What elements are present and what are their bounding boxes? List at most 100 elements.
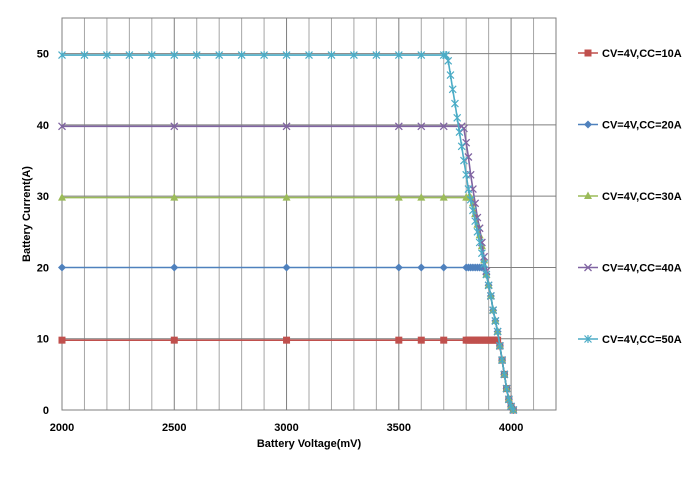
- y-tick-label: 40: [37, 120, 49, 132]
- data-point: [498, 356, 507, 365]
- data-point: [486, 291, 495, 300]
- data-point: [482, 270, 491, 279]
- legend-item: CV=4V,CC=30A: [578, 191, 682, 203]
- data-point: [502, 384, 511, 393]
- data-point: [439, 122, 448, 131]
- data-point: [494, 336, 502, 344]
- data-point: [147, 51, 156, 60]
- data-point: [584, 263, 592, 272]
- data-point: [260, 51, 269, 60]
- data-point: [215, 51, 224, 60]
- data-point: [584, 191, 592, 199]
- y-tick-label: 10: [37, 334, 49, 346]
- legend-label: CV=4V,CC=50A: [602, 334, 682, 346]
- data-point: [462, 170, 471, 179]
- data-point: [504, 395, 513, 404]
- data-point: [102, 51, 111, 60]
- data-point: [417, 122, 426, 131]
- data-point: [394, 122, 403, 131]
- data-point: [451, 99, 459, 108]
- legend-label: CV=4V,CC=40A: [602, 263, 682, 275]
- x-axis-label: Battery Voltage(mV): [257, 438, 362, 450]
- data-point: [500, 370, 509, 379]
- data-point: [305, 51, 313, 60]
- data-point: [372, 51, 381, 60]
- data-point: [58, 263, 66, 272]
- data-point: [439, 263, 448, 272]
- legend-label: CV=4V,CC=20A: [602, 120, 682, 132]
- axes: [61, 17, 557, 411]
- data-point: [584, 120, 592, 129]
- legend-item: CV=4V,CC=20A: [578, 120, 682, 132]
- legend-item: CV=4V,CC=50A: [578, 334, 682, 346]
- data-point: [282, 122, 291, 131]
- data-point: [446, 71, 455, 80]
- data-point: [192, 51, 201, 60]
- data-point: [489, 306, 498, 315]
- data-point: [455, 128, 464, 137]
- x-tick-label: 4000: [499, 422, 523, 434]
- x-tick-label: 3000: [274, 422, 298, 434]
- data-point: [283, 336, 291, 344]
- plot-border: [61, 17, 557, 411]
- data-point: [584, 335, 592, 343]
- data-point: [282, 193, 291, 201]
- data-point: [462, 138, 471, 147]
- data-point: [491, 316, 500, 325]
- data-point: [460, 156, 468, 165]
- data-point: [473, 227, 482, 236]
- data-point: [327, 51, 336, 60]
- data-point: [444, 56, 453, 65]
- data-point: [237, 51, 246, 60]
- data-point: [417, 263, 426, 272]
- data-point: [584, 49, 592, 57]
- legend-label: CV=4V,CC=10A: [602, 48, 682, 60]
- data-point: [475, 238, 484, 247]
- data-point: [170, 51, 179, 60]
- data-point: [471, 199, 480, 208]
- data-point: [170, 122, 179, 131]
- data-point: [440, 336, 448, 344]
- data-point: [394, 51, 403, 60]
- y-axis-label: Battery Current(A): [21, 166, 33, 262]
- data-point: [439, 193, 448, 201]
- data-point: [349, 51, 358, 60]
- y-tick-label: 30: [37, 191, 49, 203]
- tick-labels: 2000 2500 3000 3500 4000 0 10 20 30 40 50: [37, 49, 524, 434]
- data-point: [495, 341, 504, 350]
- series-5: [58, 51, 518, 414]
- series-group: [58, 51, 518, 414]
- data-point: [459, 124, 468, 133]
- data-point: [480, 259, 489, 268]
- y-tick-label: 20: [37, 262, 49, 274]
- data-point: [453, 113, 462, 122]
- data-point: [58, 336, 66, 344]
- y-tick-label: 0: [43, 405, 49, 417]
- data-point: [282, 263, 291, 272]
- data-point: [457, 142, 466, 151]
- data-point: [58, 193, 66, 201]
- data-point: [394, 263, 403, 272]
- legend: CV=4V,CC=10A CV=4V,CC=20A CV=4V,CC=30A CV=4…: [578, 48, 682, 346]
- data-point: [80, 51, 89, 60]
- data-point: [170, 263, 179, 272]
- data-point: [170, 193, 179, 201]
- data-point: [468, 206, 477, 215]
- data-point: [464, 153, 473, 161]
- data-point: [125, 51, 134, 60]
- data-point: [484, 281, 493, 290]
- data-point: [417, 336, 425, 344]
- data-point: [448, 85, 457, 94]
- data-point: [466, 195, 475, 204]
- legend-label: CV=4V,CC=30A: [602, 191, 682, 203]
- data-point: [395, 336, 403, 344]
- y-tick-label: 50: [37, 49, 49, 61]
- x-tick-label: 2500: [162, 422, 186, 434]
- data-point: [471, 217, 480, 226]
- data-point: [58, 51, 66, 60]
- data-point: [394, 193, 403, 201]
- x-tick-label: 3500: [387, 422, 411, 434]
- data-point: [170, 336, 178, 344]
- data-point: [417, 51, 426, 60]
